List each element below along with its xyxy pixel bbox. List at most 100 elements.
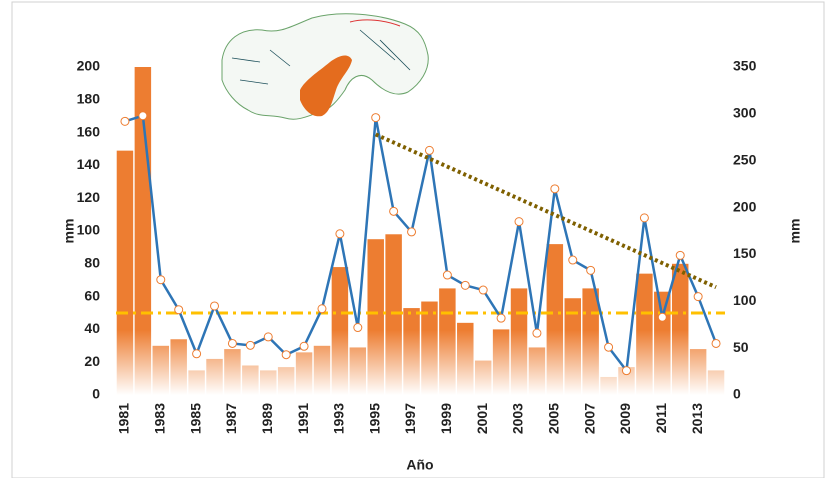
x-tick-label: 2011 (653, 403, 669, 434)
bar (116, 150, 134, 395)
bar (206, 358, 223, 395)
x-tick-label: 2003 (510, 403, 526, 434)
y-tick-label: 160 (77, 123, 101, 139)
marker (317, 304, 327, 314)
x-tick-label: 1989 (259, 403, 275, 434)
bar (242, 365, 259, 395)
marker (227, 338, 237, 348)
trend-line (374, 132, 717, 290)
marker (657, 312, 667, 322)
bar (224, 349, 241, 395)
y-tick-label: 200 (77, 58, 101, 74)
bar (421, 301, 438, 395)
bar (188, 370, 205, 395)
bar (170, 339, 187, 395)
bar (671, 263, 689, 395)
line (124, 114, 718, 374)
bar (277, 367, 295, 395)
marker (353, 323, 363, 333)
bar (439, 288, 456, 395)
marker (245, 340, 255, 350)
bar (564, 298, 581, 395)
marker (138, 111, 148, 121)
bar (689, 349, 707, 395)
marker (604, 342, 614, 352)
x-tick-label: 2001 (474, 403, 490, 434)
bar (367, 239, 384, 395)
marker (693, 292, 703, 302)
bar (600, 376, 617, 395)
x-tick-label: 1983 (151, 403, 167, 434)
bar (546, 244, 564, 395)
map-figure (221, 13, 429, 120)
marker (210, 301, 220, 311)
marker (389, 206, 399, 216)
marker (156, 275, 166, 285)
y2-tick-label: 300 (733, 105, 757, 121)
marker (192, 349, 202, 359)
y-tick-label: 20 (84, 353, 100, 369)
y-axis-title: mm (61, 219, 77, 244)
x-tick-label: 2013 (689, 403, 705, 434)
bar (654, 291, 671, 395)
y-tick-label: 100 (77, 222, 101, 238)
bar (528, 347, 546, 395)
y2-tick-label: 350 (733, 58, 757, 74)
bar (492, 329, 510, 395)
marker (281, 350, 291, 360)
marker (675, 250, 685, 260)
y2-tick-label: 250 (733, 151, 757, 167)
bar (636, 273, 653, 395)
marker (442, 270, 452, 280)
marker (460, 280, 470, 290)
marker (639, 213, 649, 223)
marker (514, 217, 524, 227)
marker (532, 328, 542, 338)
bar (707, 370, 725, 395)
y-tick-label: 140 (77, 156, 101, 172)
y-tick-label: 180 (77, 91, 101, 107)
x-tick-label: 2009 (617, 403, 633, 434)
bar (510, 288, 528, 395)
x-tick-label: 1987 (223, 403, 239, 434)
x-tick-label: 1993 (331, 403, 347, 434)
x-tick-label: 2007 (581, 403, 597, 434)
y-tick-label: 40 (84, 320, 100, 336)
y-tick-label: 60 (84, 287, 100, 303)
marker (424, 145, 434, 155)
bar (260, 370, 277, 395)
x-tick-label: 1997 (402, 403, 418, 434)
y2-tick-label: 0 (733, 386, 741, 402)
bar (385, 234, 402, 395)
frame (11, 1, 825, 478)
marker (371, 113, 381, 123)
y2-tick-label: 50 (733, 339, 749, 355)
x-tick-label: 1985 (187, 403, 203, 434)
x-tick-label: 1981 (116, 403, 132, 434)
y2-tick-label: 100 (733, 292, 757, 308)
bar (582, 288, 599, 395)
marker (263, 332, 273, 342)
y-tick-label: 80 (84, 255, 100, 271)
marker (120, 116, 130, 126)
marker (496, 313, 506, 323)
marker (568, 255, 578, 265)
bar (349, 347, 367, 395)
bar (618, 367, 635, 395)
y-tick-label: 120 (77, 189, 101, 205)
marker (621, 366, 631, 376)
y2-tick-label: 200 (733, 198, 757, 214)
marker (711, 338, 721, 348)
bar (313, 345, 331, 395)
marker (586, 265, 596, 275)
bar (474, 360, 492, 395)
marker (335, 229, 345, 239)
bar (152, 345, 170, 395)
x-tick-label: 2005 (546, 403, 562, 434)
x-axis-title: Año (406, 457, 433, 473)
marker (478, 285, 488, 295)
x-tick-label: 1995 (366, 403, 382, 434)
marker (550, 184, 560, 194)
y-tick-label: 0 (92, 386, 100, 402)
